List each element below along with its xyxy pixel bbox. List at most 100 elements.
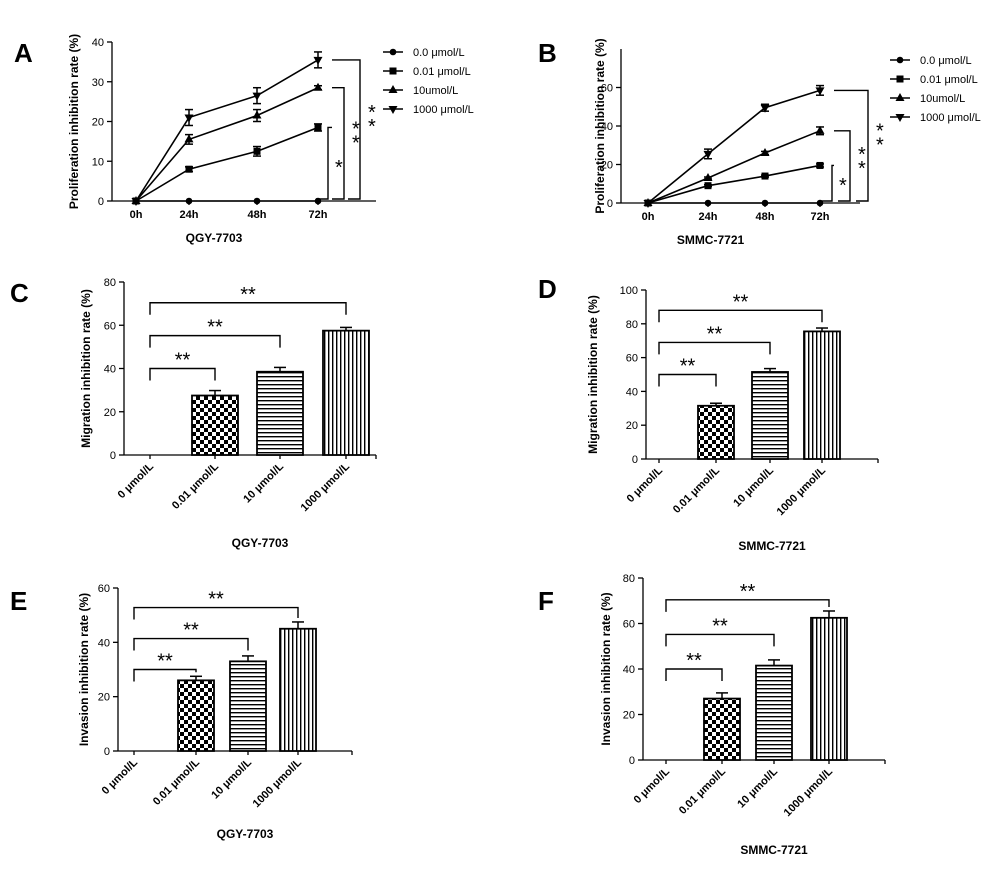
x-tick-label: 48h: [248, 209, 267, 221]
data-point: [761, 199, 769, 207]
y-tick-label: 40: [92, 37, 104, 49]
bar-chart-panel-E: E 0 20 40 60 Invasion inhibition rate (%) 0 μm…: [10, 583, 353, 841]
significance-star: *: [368, 102, 376, 124]
y-tick-label: 20: [92, 117, 104, 129]
significance-bracket: [149, 302, 347, 315]
data-point: [760, 147, 770, 156]
data-point: [761, 172, 769, 180]
data-point: [815, 87, 825, 96]
bar-chart-panel-F: F 0 20 40 60 80 Invasion inhibition rate (%) 0 …: [538, 573, 886, 857]
y-tick-label: 20: [601, 160, 613, 172]
y-tick-label: 10: [92, 156, 104, 168]
data-point: [388, 106, 398, 114]
x-tick-label: 10 μmol/L: [209, 756, 254, 801]
data-point: [704, 182, 712, 190]
y-tick-label: 0: [629, 755, 635, 767]
x-tick-label: 1000 μmol/L: [299, 460, 353, 514]
legend-label: 0.0 μmol/L: [413, 47, 465, 59]
bar: [751, 371, 789, 460]
panel-label: C: [10, 278, 29, 308]
significance-bracket: [332, 87, 345, 200]
y-tick-label: 80: [626, 319, 638, 331]
significance-star: **: [740, 581, 756, 603]
significance-bracket: [149, 334, 281, 348]
significance-star: **: [240, 284, 256, 306]
significance-bracket: [820, 164, 834, 202]
significance-bracket: [665, 668, 723, 681]
data-point: [815, 125, 825, 134]
y-tick-label: 0: [607, 198, 613, 210]
significance-star: *: [858, 144, 866, 166]
line-chart-panel-A: A 0 10 20 30 40 Proliferation inhibition rate …: [14, 34, 474, 245]
cell-line-title: QGY-7703: [217, 827, 274, 841]
significance-star: **: [175, 350, 191, 372]
significance-bracket: [133, 637, 249, 651]
x-tick-label: 72h: [811, 211, 830, 223]
legend-label: 0.01 μmol/L: [920, 74, 978, 86]
significance-star: **: [680, 356, 696, 378]
bar: [755, 664, 793, 761]
y-tick-label: 20: [626, 420, 638, 432]
data-point: [760, 104, 770, 113]
x-tick-label: 0 μmol/L: [100, 756, 141, 797]
y-tick-label: 20: [104, 407, 116, 419]
data-point: [253, 147, 261, 155]
data-point: [703, 172, 713, 181]
bar: [229, 660, 267, 752]
x-tick-label: 10 μmol/L: [241, 460, 286, 505]
significance-star: *: [839, 175, 847, 197]
y-tick-label: 0: [110, 450, 116, 462]
cell-line-title: QGY-7703: [186, 231, 243, 245]
bar: [810, 616, 848, 761]
y-tick-label: 0: [104, 746, 110, 758]
significance-bracket: [332, 59, 361, 200]
x-tick-label: 1000 μmol/L: [251, 756, 305, 810]
significance-star: *: [858, 158, 866, 180]
y-tick-label: 80: [104, 277, 116, 289]
bar: [177, 679, 215, 752]
significance-star: **: [733, 291, 749, 313]
panel-label: F: [538, 586, 554, 616]
data-point: [816, 161, 824, 169]
x-tick-label: 0h: [642, 211, 655, 223]
bar: [322, 329, 370, 456]
y-tick-label: 40: [98, 637, 110, 649]
y-axis-title: Proliferation inhibition rate (%): [67, 34, 81, 209]
bar-chart-panel-C: C 0 20 40 60 80 Migration inhibition rate (%) 0…: [10, 277, 377, 550]
significance-star: *: [335, 157, 343, 179]
data-point: [388, 85, 398, 93]
data-point: [252, 110, 262, 119]
x-tick-label: 24h: [699, 211, 718, 223]
bar: [191, 394, 239, 456]
y-tick-label: 0: [632, 454, 638, 466]
x-tick-label: 10 μmol/L: [735, 765, 780, 810]
significance-star: **: [207, 317, 223, 339]
data-point: [252, 92, 262, 101]
series-line: [135, 86, 319, 202]
significance-bracket: [665, 633, 775, 647]
y-axis-title: Migration inhibition rate (%): [79, 289, 93, 448]
cell-line-title: SMMC-7721: [677, 233, 745, 247]
y-axis-title: Invasion inhibition rate (%): [599, 592, 613, 745]
significance-star: *: [368, 116, 376, 138]
x-tick-label: 0.01 μmol/L: [151, 756, 202, 807]
bar: [703, 697, 741, 761]
series-line: [135, 126, 319, 202]
data-point: [253, 197, 261, 205]
data-point: [185, 165, 193, 173]
panel-label: D: [538, 274, 557, 304]
x-tick-label: 72h: [309, 209, 328, 221]
data-point: [389, 48, 397, 56]
significance-bracket: [658, 341, 771, 355]
bar: [279, 627, 317, 752]
panel-label: E: [10, 586, 27, 616]
y-tick-label: 60: [98, 583, 110, 595]
significance-bracket: [133, 668, 197, 682]
bar: [697, 404, 735, 460]
y-tick-label: 0: [98, 196, 104, 208]
y-tick-label: 60: [104, 320, 116, 332]
legend-label: 1000 μmol/L: [920, 112, 981, 124]
y-tick-label: 20: [623, 710, 635, 722]
significance-star: **: [183, 620, 199, 642]
